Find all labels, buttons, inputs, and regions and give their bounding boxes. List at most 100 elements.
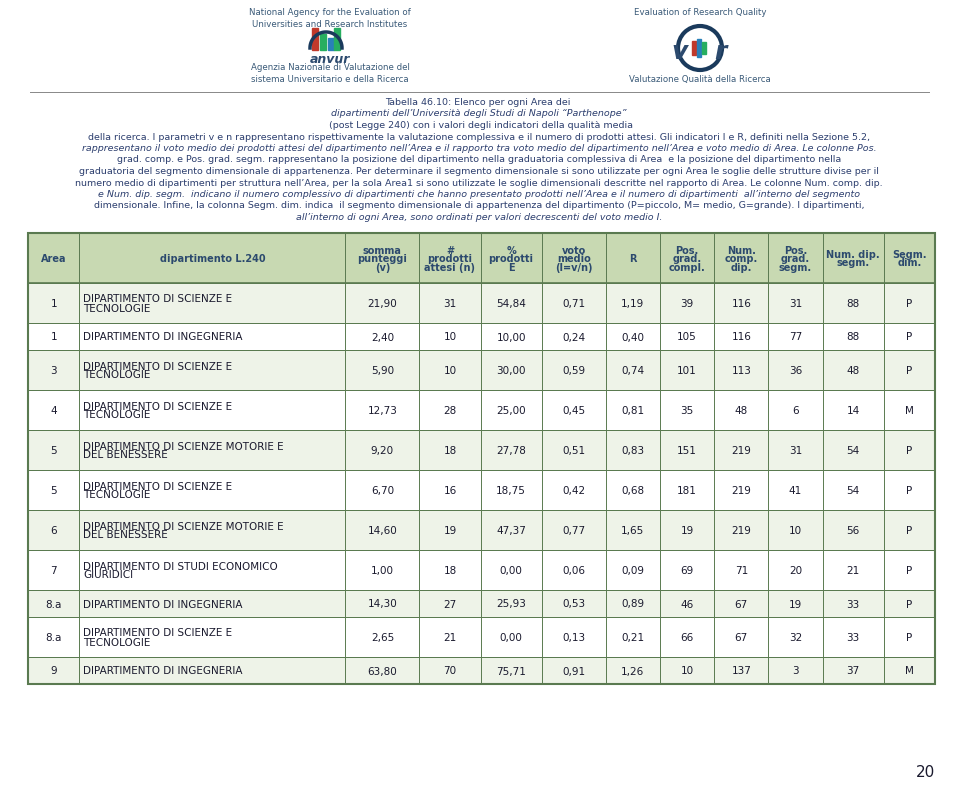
Text: 77: 77 (789, 332, 802, 343)
Bar (312, 28, 318, 50)
Text: 54: 54 (847, 486, 860, 496)
Text: DIPARTIMENTO DI SCIENZE E: DIPARTIMENTO DI SCIENZE E (83, 402, 232, 411)
Bar (28, 323, 935, 350)
Text: DEL BENESSERE: DEL BENESSERE (83, 451, 168, 460)
Text: voto: voto (562, 246, 586, 255)
Text: 10: 10 (681, 667, 693, 676)
Text: 31: 31 (789, 299, 802, 309)
Text: graduatoria del segmento dimensionale di appartenenza. Per determinare il segmen: graduatoria del segmento dimensionale di… (79, 167, 879, 176)
Text: 63,80: 63,80 (367, 667, 397, 676)
Text: 19: 19 (681, 526, 693, 536)
Text: 36: 36 (789, 366, 802, 376)
Text: TECNOLOGIE: TECNOLOGIE (83, 638, 151, 648)
Text: 1,65: 1,65 (621, 526, 644, 536)
Text: dimensionale. Infine, la colonna Segm. dim. indica  il segmento dimensionale di : dimensionale. Infine, la colonna Segm. d… (94, 202, 864, 210)
Text: 6: 6 (792, 406, 799, 416)
Text: 219: 219 (732, 446, 751, 456)
Text: (I=v/n): (I=v/n) (555, 263, 593, 273)
Text: 37: 37 (847, 667, 860, 676)
Text: della ricerca. I parametri v e n rappresentano rispettivamente la valutazione co: della ricerca. I parametri v e n rappres… (88, 133, 870, 142)
Bar (328, 38, 334, 50)
Text: P: P (906, 566, 913, 576)
Text: 88: 88 (847, 299, 860, 309)
Text: 0,81: 0,81 (621, 406, 644, 416)
Text: grad.: grad. (672, 254, 702, 264)
Text: e Num. dip. segm.  indicano il numero complessivo di dipartimenti che hanno pres: e Num. dip. segm. indicano il numero com… (98, 190, 860, 199)
Text: DIPARTIMENTO DI SCIENZE E: DIPARTIMENTO DI SCIENZE E (83, 482, 232, 491)
Text: DIPARTIMENTO DI SCIENZE MOTORIE E: DIPARTIMENTO DI SCIENZE MOTORIE E (83, 441, 284, 452)
Text: DIPARTIMENTO DI INGEGNERIA: DIPARTIMENTO DI INGEGNERIA (83, 600, 243, 610)
Text: 0,89: 0,89 (621, 600, 644, 610)
Text: 0,45: 0,45 (562, 406, 585, 416)
Bar (320, 34, 326, 50)
Bar (28, 282, 935, 323)
Text: 0,40: 0,40 (621, 332, 644, 343)
Text: 18: 18 (443, 446, 456, 456)
Text: 7: 7 (50, 566, 57, 576)
Text: 9: 9 (50, 667, 57, 676)
Text: DIPARTIMENTO DI INGEGNERIA: DIPARTIMENTO DI INGEGNERIA (83, 667, 243, 676)
Text: 47,37: 47,37 (496, 526, 526, 536)
Text: Pos.: Pos. (784, 246, 807, 255)
Text: 2,65: 2,65 (371, 633, 394, 643)
Text: 71: 71 (735, 566, 748, 576)
Text: 31: 31 (789, 446, 802, 456)
Text: 39: 39 (681, 299, 693, 309)
Text: E: E (507, 263, 514, 273)
Text: TECNOLOGIE: TECNOLOGIE (83, 490, 151, 501)
Text: r: r (713, 40, 726, 64)
Text: National Agency for the Evaluation of
Universities and Research Institutes: National Agency for the Evaluation of Un… (249, 8, 410, 28)
Text: 41: 41 (789, 486, 802, 496)
Text: dip.: dip. (731, 263, 752, 273)
Text: 46: 46 (681, 600, 693, 610)
Bar (28, 657, 935, 683)
Text: 21,90: 21,90 (367, 299, 397, 309)
Text: 0,83: 0,83 (621, 446, 644, 456)
Text: v: v (672, 40, 689, 64)
Text: P: P (906, 446, 913, 456)
Text: TECNOLOGIE: TECNOLOGIE (83, 411, 151, 421)
Text: 3: 3 (792, 667, 799, 676)
Text: 0,68: 0,68 (621, 486, 644, 496)
Text: anvur: anvur (310, 53, 350, 66)
Text: 14,30: 14,30 (367, 600, 397, 610)
Text: comp.: comp. (725, 254, 758, 264)
Text: grad.: grad. (781, 254, 810, 264)
Text: Num. dip.: Num. dip. (827, 250, 880, 260)
Text: 219: 219 (732, 486, 751, 496)
Text: rappresentano il voto medio dei prodotti attesi del dipartimento nell’Area e il : rappresentano il voto medio dei prodotti… (82, 144, 877, 153)
Text: somma: somma (363, 246, 402, 255)
Text: 56: 56 (847, 526, 860, 536)
Text: 0,77: 0,77 (562, 526, 585, 536)
Bar (28, 550, 935, 589)
Text: 0,71: 0,71 (562, 299, 585, 309)
Text: 33: 33 (847, 600, 860, 610)
Text: dipartimento L.240: dipartimento L.240 (159, 254, 266, 264)
Text: DIPARTIMENTO DI SCIENZE MOTORIE E: DIPARTIMENTO DI SCIENZE MOTORIE E (83, 521, 284, 532)
Text: dim.: dim. (898, 259, 922, 268)
Text: 9,20: 9,20 (371, 446, 394, 456)
Text: 0,91: 0,91 (562, 667, 585, 676)
Text: Area: Area (41, 254, 66, 264)
Text: %: % (506, 246, 516, 255)
Text: DIPARTIMENTO DI STUDI ECONOMICO: DIPARTIMENTO DI STUDI ECONOMICO (83, 562, 278, 572)
Text: DIPARTIMENTO DI SCIENZE E: DIPARTIMENTO DI SCIENZE E (83, 361, 232, 372)
Text: 8.a: 8.a (45, 600, 61, 610)
Text: 75,71: 75,71 (496, 667, 526, 676)
Text: segm.: segm. (836, 259, 870, 268)
Text: 0,24: 0,24 (562, 332, 585, 343)
Text: 0,09: 0,09 (621, 566, 644, 576)
Text: 1,19: 1,19 (621, 299, 644, 309)
Text: attesi (n): attesi (n) (425, 263, 476, 273)
Text: 14: 14 (847, 406, 860, 416)
Bar (702, 42, 706, 54)
Text: (v): (v) (375, 263, 390, 273)
Text: GIURIDICI: GIURIDICI (83, 570, 133, 581)
Text: 8.a: 8.a (45, 633, 61, 643)
Text: 35: 35 (681, 406, 693, 416)
Text: 32: 32 (789, 633, 802, 643)
Text: 0,74: 0,74 (621, 366, 644, 376)
Bar (692, 41, 695, 55)
Bar (28, 589, 935, 616)
Text: 6: 6 (50, 526, 57, 536)
